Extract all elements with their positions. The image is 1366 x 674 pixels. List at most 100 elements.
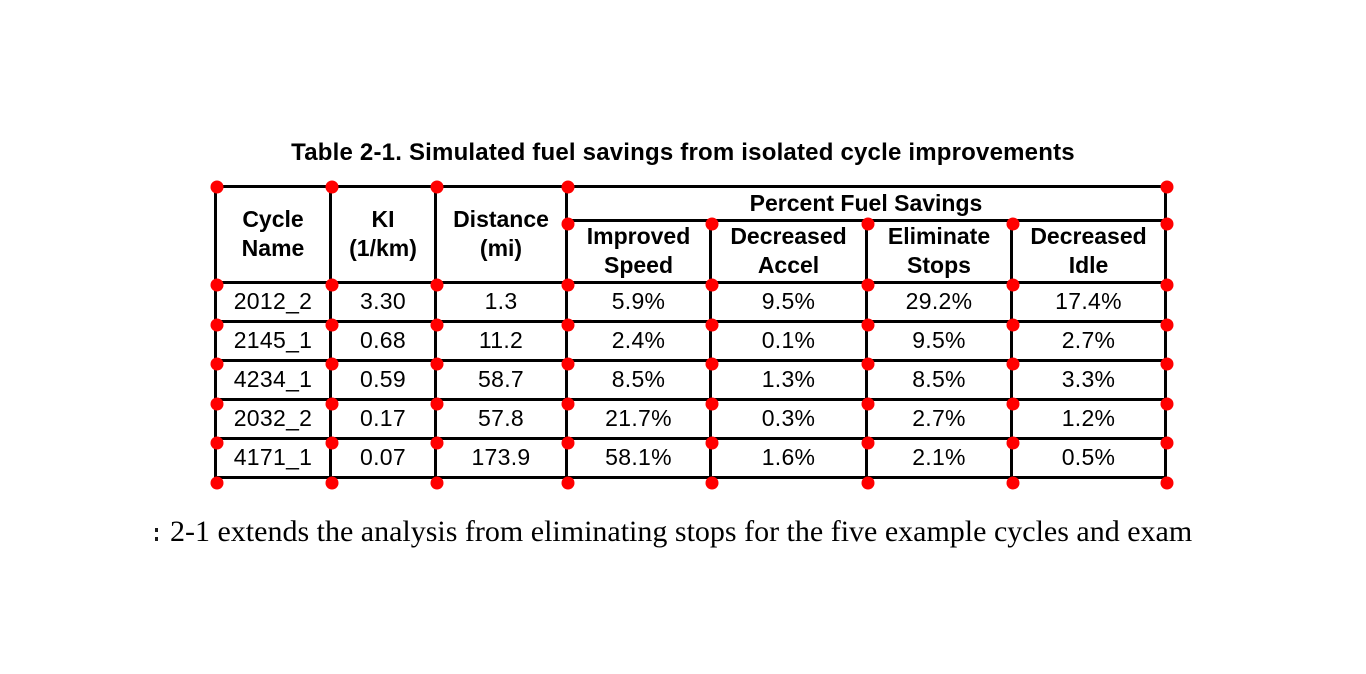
table-row: 4234_1 0.59 58.7 8.5% 1.3% 8.5% 3.3% (214, 358, 1167, 401)
col-header-decreased-accel: Decreased Accel (709, 219, 868, 284)
corner-marker-dot (210, 436, 224, 450)
cell-distance: 173.9 (434, 436, 568, 479)
corner-marker-dot (325, 436, 339, 450)
corner-marker-dot (705, 397, 719, 411)
table-row: 2032_2 0.17 57.8 21.7% 0.3% 2.7% 1.2% (214, 397, 1167, 440)
cell-decreased-accel: 1.6% (709, 436, 868, 479)
corner-marker-dot (561, 397, 575, 411)
cell-decreased-accel: 1.3% (709, 358, 868, 401)
cell-improved-speed: 21.7% (565, 397, 712, 440)
corner-marker-dot (561, 278, 575, 292)
corner-marker-dot (1006, 357, 1020, 371)
corner-marker-dot (861, 476, 875, 490)
cell-decreased-accel: 9.5% (709, 280, 868, 323)
cell-improved-speed: 5.9% (565, 280, 712, 323)
corner-marker-dot (325, 476, 339, 490)
corner-marker-dot (861, 318, 875, 332)
cell-decreased-idle: 17.4% (1010, 280, 1167, 323)
corner-marker-dot (705, 217, 719, 231)
corner-marker-dot (1160, 436, 1174, 450)
col-header-eliminate-stops: Eliminate Stops (865, 219, 1013, 284)
cell-cycle-name: 2032_2 (214, 397, 332, 440)
cell-eliminate-stops: 9.5% (865, 319, 1013, 362)
col-header-improved-speed: Improved Speed (565, 219, 712, 284)
corner-marker-dot (561, 476, 575, 490)
corner-marker-dot (861, 278, 875, 292)
corner-marker-dot (325, 397, 339, 411)
corner-marker-dot (1160, 180, 1174, 194)
corner-marker-dot (705, 436, 719, 450)
cell-ki: 3.30 (329, 280, 437, 323)
corner-marker-dot (325, 357, 339, 371)
corner-marker-dot (430, 180, 444, 194)
corner-marker-dot (861, 357, 875, 371)
corner-marker-dot (210, 476, 224, 490)
corner-marker-dot (325, 318, 339, 332)
cell-cycle-name: 2145_1 (214, 319, 332, 362)
cell-distance: 11.2 (434, 319, 568, 362)
corner-marker-dot (705, 278, 719, 292)
corner-marker-dot (705, 476, 719, 490)
corner-marker-dot (325, 278, 339, 292)
corner-marker-dot (861, 397, 875, 411)
cell-decreased-idle: 2.7% (1010, 319, 1167, 362)
corner-marker-dot (430, 278, 444, 292)
cell-distance: 1.3 (434, 280, 568, 323)
corner-marker-dot (1160, 217, 1174, 231)
col-header-decreased-idle: Decreased Idle (1010, 219, 1167, 284)
table-title: Table 2-1. Simulated fuel savings from i… (291, 139, 1075, 166)
corner-marker-dot (561, 180, 575, 194)
cell-decreased-idle: 0.5% (1010, 436, 1167, 479)
table-row: 4171_1 0.07 173.9 58.1% 1.6% 2.1% 0.5% (214, 436, 1167, 479)
col-header-distance: Distance (mi) (434, 185, 568, 284)
corner-marker-dot (1160, 357, 1174, 371)
header-row-sub: Improved Speed Decreased Accel Eliminate… (216, 219, 1167, 284)
corner-marker-dot (705, 318, 719, 332)
cell-cycle-name: 4234_1 (214, 358, 332, 401)
body-text-line: 2-1 extends the analysis from eliminatin… (170, 515, 1193, 548)
table-row: 2012_2 3.30 1.3 5.9% 9.5% 29.2% 17.4% (214, 280, 1167, 323)
corner-marker-dot (430, 436, 444, 450)
cell-decreased-idle: 3.3% (1010, 358, 1167, 401)
corner-marker-dot (430, 476, 444, 490)
cell-decreased-accel: 0.1% (709, 319, 868, 362)
cell-improved-speed: 8.5% (565, 358, 712, 401)
cell-eliminate-stops: 8.5% (865, 358, 1013, 401)
cell-cycle-name: 4171_1 (214, 436, 332, 479)
cell-eliminate-stops: 29.2% (865, 280, 1013, 323)
corner-marker-dot (705, 357, 719, 371)
header-row-group: Cycle Name KI (1/km) Distance (mi) Perce… (214, 185, 1167, 284)
corner-marker-dot (861, 436, 875, 450)
cell-distance: 58.7 (434, 358, 568, 401)
cell-improved-speed: 58.1% (565, 436, 712, 479)
corner-marker-dot (210, 278, 224, 292)
corner-marker-dot (1006, 217, 1020, 231)
col-header-ki: KI (1/km) (329, 185, 437, 284)
cell-eliminate-stops: 2.7% (865, 397, 1013, 440)
cell-ki: 0.59 (329, 358, 437, 401)
cell-ki: 0.68 (329, 319, 437, 362)
corner-marker-dot (210, 357, 224, 371)
cropped-letter-fragment (155, 528, 158, 532)
corner-marker-dot (1006, 397, 1020, 411)
corner-marker-dot (1160, 278, 1174, 292)
cell-cycle-name: 2012_2 (214, 280, 332, 323)
corner-marker-dot (210, 397, 224, 411)
corner-marker-dot (561, 217, 575, 231)
corner-marker-dot (1160, 397, 1174, 411)
cell-ki: 0.07 (329, 436, 437, 479)
corner-marker-dot (561, 436, 575, 450)
cell-ki: 0.17 (329, 397, 437, 440)
cell-decreased-idle: 1.2% (1010, 397, 1167, 440)
fuel-savings-table: Cycle Name KI (1/km) Distance (mi) Perce… (214, 185, 1167, 479)
cell-improved-speed: 2.4% (565, 319, 712, 362)
corner-marker-dot (1006, 476, 1020, 490)
corner-marker-dot (561, 318, 575, 332)
cell-decreased-accel: 0.3% (709, 397, 868, 440)
corner-marker-dot (1006, 436, 1020, 450)
corner-marker-dot (1160, 476, 1174, 490)
cell-distance: 57.8 (434, 397, 568, 440)
corner-marker-dot (210, 318, 224, 332)
corner-marker-dot (1160, 318, 1174, 332)
corner-marker-dot (430, 357, 444, 371)
